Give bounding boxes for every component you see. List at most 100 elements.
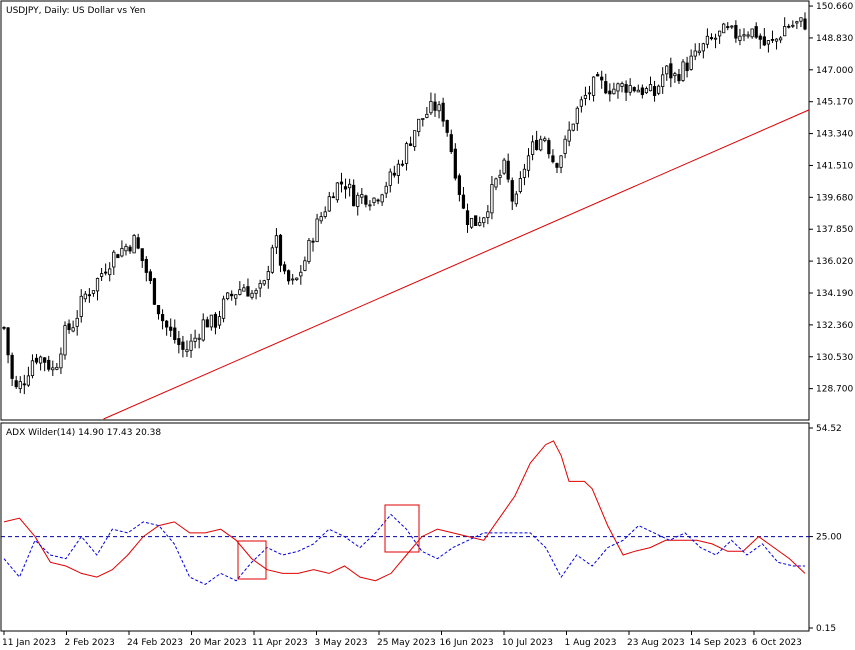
candle-body: [156, 305, 161, 315]
candle-body: [83, 293, 87, 300]
candle-body: [87, 294, 91, 297]
candle: [754, 22, 758, 39]
candle: [551, 149, 555, 164]
candle: [368, 200, 372, 211]
candle: [400, 160, 405, 167]
candle: [347, 178, 352, 197]
price-y-tick-label: 132.360: [816, 321, 853, 331]
candle: [217, 310, 222, 329]
candle: [742, 28, 746, 42]
candle: [457, 173, 462, 202]
candle-body: [315, 218, 319, 243]
candle-body: [360, 194, 364, 198]
candle-body: [774, 38, 779, 42]
candle: [746, 31, 750, 39]
candle-body: [34, 357, 39, 363]
candle-body: [604, 81, 608, 94]
candle-body: [738, 35, 742, 41]
candle: [67, 319, 71, 334]
candle-body: [372, 197, 376, 203]
candle-body: [165, 320, 169, 328]
candle-body: [661, 74, 665, 88]
candle: [14, 375, 18, 389]
candle: [124, 243, 128, 256]
candle-body: [502, 159, 506, 174]
candle: [91, 290, 96, 297]
candle-body: [530, 141, 535, 155]
candle-body: [596, 74, 600, 77]
candle-body: [665, 65, 669, 75]
candle-body: [636, 89, 640, 93]
candle-body: [608, 90, 612, 95]
candle-body: [278, 234, 283, 266]
candle: [449, 129, 453, 154]
candle-body: [591, 76, 596, 96]
candle: [59, 347, 63, 375]
candle-body: [380, 194, 384, 203]
candle: [315, 213, 319, 243]
candle-body: [490, 184, 494, 214]
price-y-tick-label: 128.700: [816, 385, 853, 395]
x-tick-label: 10 Jul 2023: [502, 638, 553, 648]
candle-body: [669, 63, 673, 79]
candle-body: [169, 326, 173, 331]
candle-body: [250, 292, 254, 298]
candle-body: [425, 113, 429, 118]
candle: [795, 20, 799, 30]
candle: [803, 12, 807, 31]
x-tick-label: 11 Apr 2023: [252, 638, 308, 648]
candle: [514, 191, 518, 207]
candle: [392, 165, 396, 178]
candle-body: [770, 38, 775, 41]
candle-body: [632, 87, 636, 92]
candle: [47, 355, 51, 372]
candle-body: [209, 314, 213, 328]
x-tick-label: 1 Aug 2023: [565, 638, 617, 648]
candle-body: [624, 84, 628, 93]
candle: [197, 333, 201, 349]
candle-body: [551, 155, 555, 163]
candle-body: [30, 360, 35, 377]
candle: [543, 136, 547, 143]
candle-body: [445, 120, 449, 133]
candle-body: [79, 295, 83, 317]
candle-body: [681, 61, 685, 81]
candle: [352, 179, 356, 207]
x-tick-label: 2 Feb 2023: [65, 638, 115, 648]
candle: [567, 121, 571, 147]
candle: [63, 321, 67, 360]
candle-body: [567, 129, 571, 142]
candle-body: [347, 183, 352, 189]
candle-body: [408, 143, 413, 146]
trendline: [103, 109, 810, 420]
x-tick-label: 11 Jan 2023: [2, 638, 56, 648]
candle-body: [226, 292, 230, 300]
candle: [636, 84, 640, 93]
candle: [205, 316, 209, 328]
candle-body: [486, 211, 490, 218]
candle-body: [173, 327, 177, 341]
price-y-tick-label: 130.530: [816, 353, 853, 363]
candle-body: [579, 99, 583, 107]
candle-body: [95, 278, 100, 292]
candle-body: [356, 194, 360, 207]
candle-body: [193, 337, 197, 342]
candle-body: [701, 43, 705, 52]
candle: [429, 92, 433, 115]
candle: [160, 309, 165, 330]
candle-body: [709, 37, 714, 40]
candle: [384, 181, 388, 199]
candle: [766, 39, 771, 53]
candle: [144, 256, 148, 282]
candle: [738, 28, 742, 46]
candle: [730, 25, 734, 30]
candle: [437, 101, 441, 119]
candle-body: [787, 25, 791, 28]
candle-body: [730, 25, 734, 28]
candle: [734, 20, 738, 43]
candle-body: [10, 354, 14, 379]
candle-body: [144, 258, 148, 273]
candle: [726, 22, 730, 31]
candle: [661, 67, 665, 94]
candle: [673, 71, 677, 83]
